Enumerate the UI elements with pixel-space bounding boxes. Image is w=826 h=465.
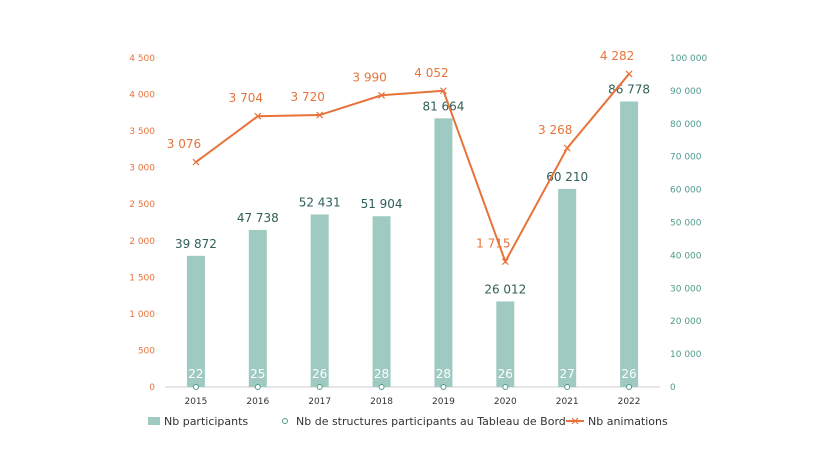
animations-line-path: [195, 73, 630, 265]
animations-line: 3 076 3 704 3 720 3 990 4 052 1 715 3 268 4 282: [167, 49, 634, 266]
right-axis-tick-label: 100 000: [670, 54, 707, 64]
structures-label: 28: [436, 367, 451, 381]
structures-marker: [502, 384, 509, 390]
x-axis-tick-label: 2015: [184, 397, 207, 407]
structures-label: 25: [250, 367, 265, 381]
animations-point-label: 4 052: [414, 66, 448, 80]
participants-bar-label: 39 872: [175, 237, 217, 251]
structures-label: 28: [374, 367, 389, 381]
legend-label: Nb participants: [164, 415, 248, 428]
animations-point: [625, 70, 633, 78]
right-axis-tick-label: 40 000: [670, 251, 702, 261]
right-axis-tick-label: 80 000: [670, 120, 702, 130]
right-axis-tick-label: 60 000: [670, 186, 702, 196]
animations-point-label: 3 720: [291, 90, 325, 104]
right-axis-tick-label: 50 000: [670, 219, 702, 229]
participants-bar-label: 26 012: [484, 282, 526, 296]
right-axis-tick-label: 90 000: [670, 87, 702, 97]
animations-point: [192, 158, 200, 166]
participants-bar: [434, 118, 453, 387]
animations-point-label: 1 715: [476, 237, 510, 251]
structures-label: 26: [498, 367, 513, 381]
legend: Nb participants Nb de structures particip…: [148, 415, 668, 428]
x-axis-ticks: 2015 2016 2017 2018 2019 2020 2021 2022: [184, 397, 640, 407]
participants-bar-label: 47 738: [237, 211, 279, 225]
legend-label: Nb de structures participants au Tableau…: [296, 415, 566, 428]
animations-point: [254, 112, 262, 120]
participants-bar-label: 81 664: [422, 99, 464, 113]
left-axis-tick-label: 2 500: [129, 200, 155, 210]
x-axis-tick-label: 2019: [432, 397, 455, 407]
animations-point-label: 4 282: [600, 49, 634, 63]
animations-point: [501, 258, 509, 266]
x-axis-tick-label: 2021: [556, 397, 579, 407]
participants-bar-label: 86 778: [608, 83, 650, 97]
legend-item-animations: Nb animations: [566, 415, 668, 428]
animations-point-label: 3 076: [167, 137, 201, 151]
structures-label: 27: [560, 367, 575, 381]
left-axis-tick-label: 1 000: [129, 310, 155, 320]
x-axis-tick-label: 2018: [370, 397, 393, 407]
participants-bar-label: 51 904: [361, 197, 403, 211]
participants-bar: [558, 188, 577, 387]
structures-marker: [440, 384, 447, 390]
x-axis-tick-label: 2016: [246, 397, 269, 407]
right-axis-ticks: 0 10 000 20 000 30 000 40 000 50 000 60 000 70 …: [670, 54, 707, 393]
participants-bar: [186, 255, 205, 387]
left-axis-tick-label: 500: [138, 346, 155, 356]
right-axis-tick-label: 20 000: [670, 317, 702, 327]
structures-marker: [316, 384, 323, 390]
left-axis-tick-label: 0: [149, 383, 155, 393]
structures-marker: [254, 384, 261, 390]
structures-marker: [564, 384, 571, 390]
animations-point: [563, 144, 571, 152]
right-axis-tick-label: 30 000: [670, 284, 702, 294]
right-axis-tick-label: 70 000: [670, 153, 702, 163]
animations-point: [378, 91, 385, 99]
left-axis-tick-label: 2 000: [129, 237, 155, 247]
participants-bar-label: 52 431: [299, 196, 341, 210]
left-axis-tick-label: 4 500: [129, 54, 155, 64]
animations-point-label: 3 268: [538, 123, 572, 137]
structures-markers: 22 25 26 28 28 26 27 26: [188, 367, 637, 390]
x-axis-tick-label: 2020: [494, 397, 517, 407]
participants-bar-label: 60 210: [546, 170, 588, 184]
legend-swatch-bar: [148, 417, 160, 425]
structures-label: 26: [312, 367, 327, 381]
participants-bar: [372, 216, 391, 387]
structures-marker: [192, 384, 199, 390]
structures-marker: [378, 384, 385, 390]
left-axis-ticks: 0 500 1 000 1 500 2 000 2 500 3 000 3 500 4 000 4…: [129, 54, 155, 393]
structures-label: 22: [188, 367, 203, 381]
left-axis-tick-label: 4 000: [129, 91, 155, 101]
x-axis-tick-label: 2017: [308, 397, 331, 407]
legend-swatch-marker: [282, 418, 288, 424]
right-axis-tick-label: 10 000: [670, 350, 702, 360]
animations-point: [316, 111, 324, 119]
animations-point-label: 3 704: [229, 91, 263, 105]
legend-item-participants: Nb participants: [148, 415, 248, 428]
animations-point: [440, 87, 447, 95]
right-axis-tick-label: 0: [670, 383, 676, 393]
participants-bar: [310, 214, 329, 387]
legend-label: Nb animations: [588, 415, 668, 428]
legend-item-structures: Nb de structures participants au Tableau…: [282, 415, 566, 428]
structures-marker: [626, 384, 633, 390]
participants-bar: [248, 229, 267, 387]
left-axis-tick-label: 1 500: [129, 273, 155, 283]
structures-label: 26: [621, 367, 636, 381]
animations-point-label: 3 990: [352, 70, 386, 84]
participants-bar: [620, 101, 639, 388]
left-axis-tick-label: 3 000: [129, 164, 155, 174]
participants-bar: [496, 301, 515, 387]
x-axis-tick-label: 2022: [618, 397, 641, 407]
participants-bars: 39 872 47 738 52 431 51 904 81 664 26 012 60 2…: [175, 83, 650, 388]
left-axis-tick-label: 3 500: [129, 127, 155, 137]
